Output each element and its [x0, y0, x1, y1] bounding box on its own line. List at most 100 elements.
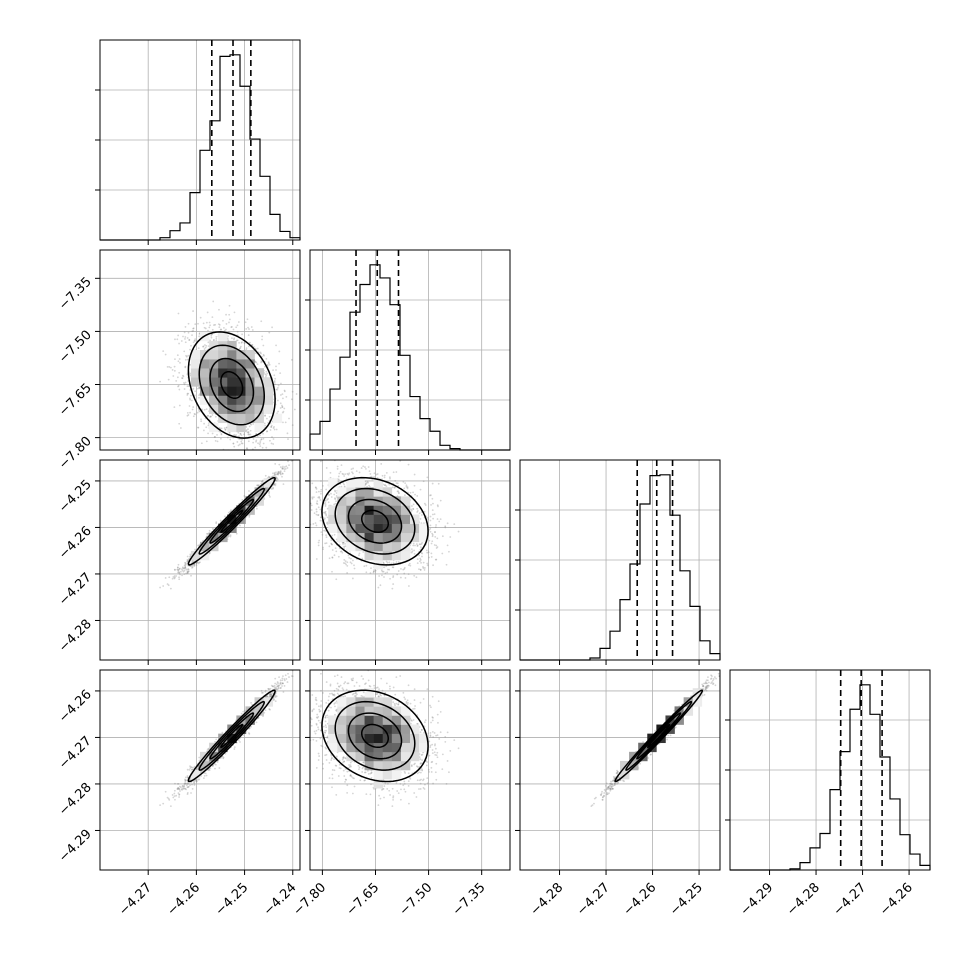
- sample-point: [269, 695, 272, 698]
- sample-point: [215, 337, 218, 340]
- density-cell: [236, 350, 246, 360]
- sample-point: [326, 498, 329, 501]
- sample-point: [336, 465, 339, 468]
- sample-point: [256, 347, 259, 350]
- sample-point: [339, 550, 342, 553]
- sample-point: [315, 699, 318, 702]
- sample-point: [283, 470, 286, 472]
- sample-point: [457, 530, 460, 533]
- sample-point: [315, 723, 318, 726]
- sample-point: [311, 709, 314, 712]
- sample-point: [412, 503, 415, 506]
- sample-point: [317, 759, 320, 761]
- sample-point: [317, 726, 319, 729]
- density-cell: [382, 715, 393, 725]
- sample-point: [614, 784, 616, 786]
- sample-point: [186, 337, 189, 339]
- sample-point: [191, 330, 194, 333]
- density-cell: [337, 505, 347, 515]
- density-cell: [391, 733, 402, 744]
- sample-point: [247, 440, 250, 443]
- sample-point: [315, 722, 318, 725]
- sample-point: [339, 684, 342, 687]
- density-cell: [263, 386, 274, 396]
- sample-point: [264, 415, 266, 417]
- sample-point: [380, 463, 383, 465]
- sample-point: [190, 399, 193, 402]
- density-contour: [220, 509, 244, 533]
- sample-point: [271, 685, 274, 688]
- sample-point: [177, 787, 180, 790]
- sample-point: [265, 417, 268, 420]
- sample-point: [441, 753, 444, 756]
- sample-point: [705, 685, 708, 688]
- sample-point: [609, 787, 612, 790]
- sample-point: [214, 436, 216, 438]
- sample-point: [162, 350, 165, 352]
- sample-point: [335, 764, 338, 767]
- sample-point: [264, 474, 267, 477]
- sample-point: [319, 499, 322, 501]
- sample-point: [370, 772, 373, 774]
- sample-point: [222, 319, 224, 322]
- sample-point: [326, 736, 329, 739]
- sample-point: [200, 442, 203, 445]
- density-contour: [209, 357, 255, 413]
- sample-point: [260, 361, 262, 364]
- density-cell: [382, 550, 393, 561]
- sample-point: [613, 777, 616, 780]
- density-cell: [364, 688, 374, 698]
- sample-point: [600, 794, 603, 796]
- sample-point: [392, 471, 395, 474]
- sample-point: [330, 496, 333, 498]
- density-cell: [245, 404, 255, 414]
- sample-point: [183, 350, 186, 353]
- sample-point: [392, 701, 395, 704]
- sample-point: [177, 360, 180, 363]
- sample-point: [701, 694, 704, 697]
- sample-point: [365, 483, 367, 486]
- sample-point: [319, 737, 322, 740]
- sample-point: [334, 764, 337, 767]
- sample-point: [315, 486, 317, 489]
- sample-point: [226, 436, 229, 439]
- sample-point: [610, 785, 613, 788]
- sample-point: [706, 686, 709, 689]
- sample-point: [448, 771, 450, 774]
- sample-point: [407, 784, 410, 787]
- density-contour: [187, 331, 276, 439]
- sample-point: [338, 472, 341, 475]
- sample-point: [423, 569, 426, 571]
- sample-point: [705, 689, 708, 692]
- sample-point: [365, 571, 368, 574]
- sample-point: [331, 692, 333, 695]
- sample-point: [373, 472, 376, 475]
- sample-point: [248, 515, 251, 518]
- sample-point: [706, 682, 709, 685]
- sample-point: [318, 755, 321, 757]
- x-tick-label: −7.65: [344, 880, 383, 919]
- sample-point: [198, 386, 201, 389]
- sample-point: [200, 775, 203, 777]
- sample-point: [705, 679, 708, 682]
- sample-point: [391, 566, 394, 569]
- sample-point: [369, 572, 372, 574]
- sample-point: [241, 333, 244, 336]
- density-cell: [218, 386, 228, 396]
- sample-point: [187, 392, 190, 395]
- sample-point: [220, 437, 222, 440]
- sample-point: [707, 681, 710, 684]
- sample-point: [424, 719, 427, 722]
- sample-point: [203, 348, 206, 350]
- sample-point: [204, 772, 207, 775]
- sample-point: [419, 558, 422, 561]
- sample-point: [364, 467, 367, 470]
- sample-point: [279, 471, 282, 474]
- sample-point: [350, 765, 352, 768]
- sample-point: [616, 771, 619, 773]
- sample-point: [704, 688, 707, 691]
- sample-point: [173, 577, 176, 580]
- sample-point: [203, 408, 206, 411]
- sample-point: [610, 787, 613, 789]
- sample-point: [227, 536, 230, 538]
